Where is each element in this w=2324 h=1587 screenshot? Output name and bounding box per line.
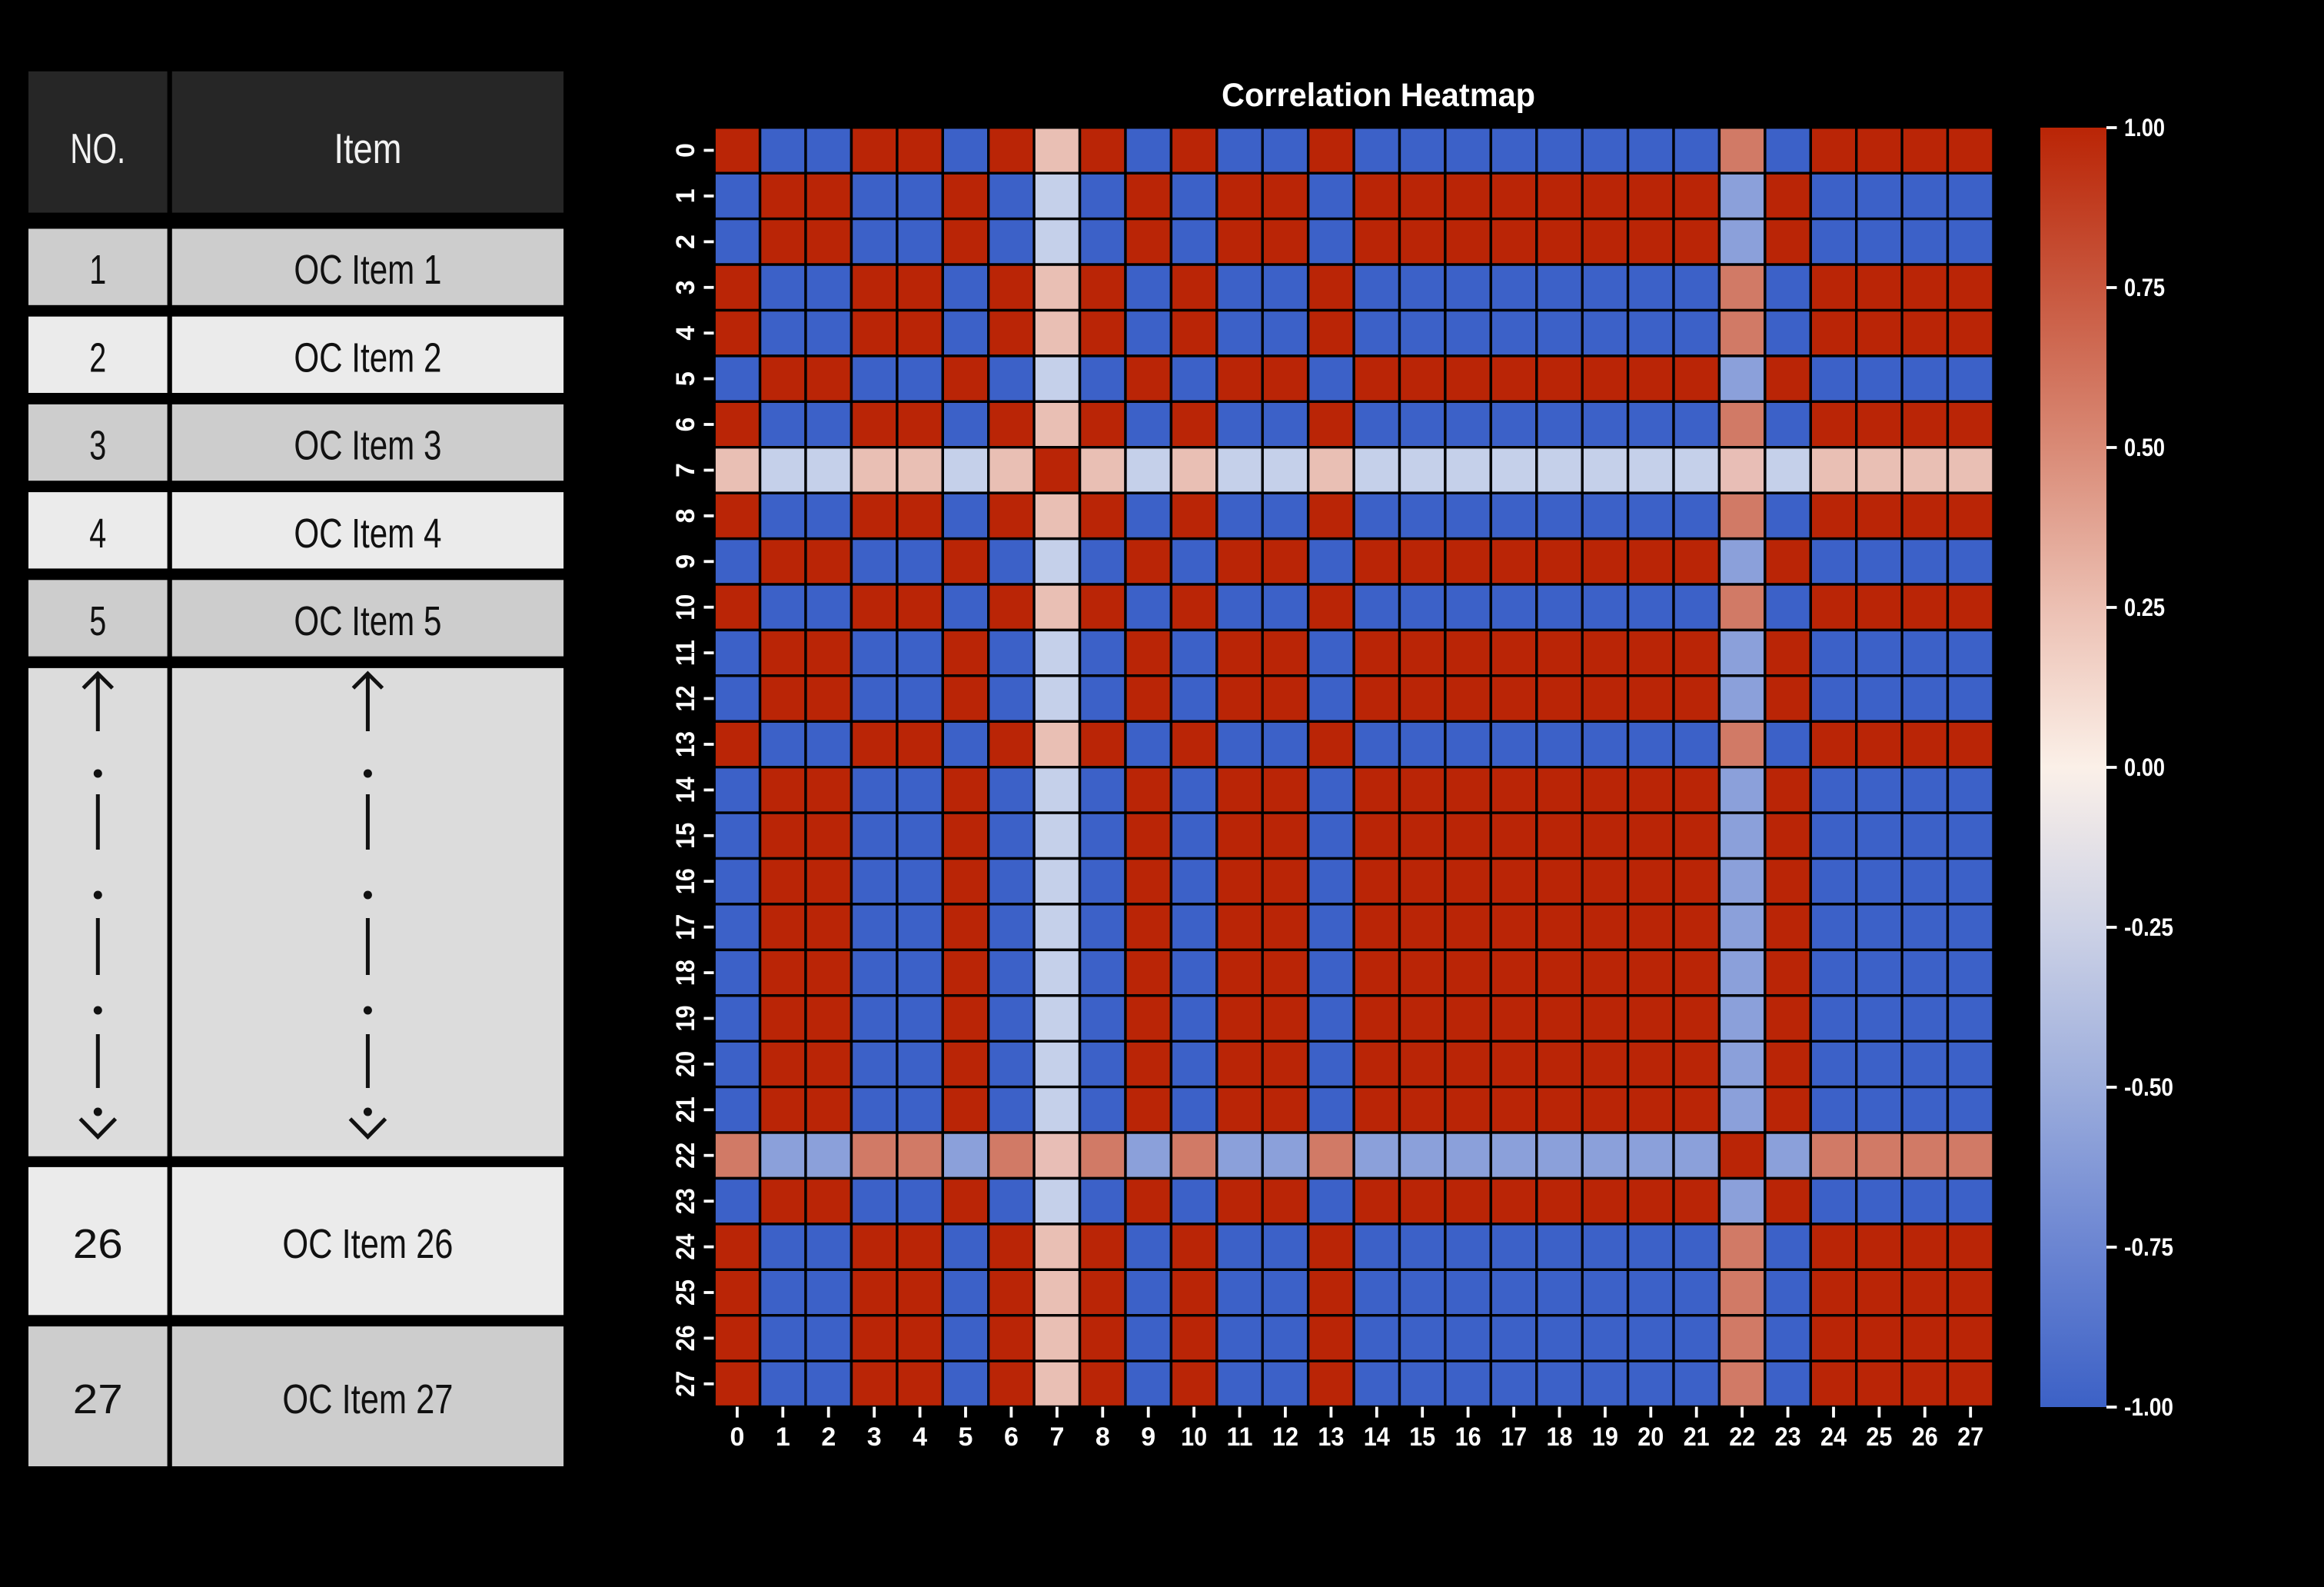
svg-text:19: 19 — [1592, 1422, 1618, 1452]
svg-text:OC Item 26: OC Item 26 — [282, 1221, 453, 1267]
svg-text:17: 17 — [671, 914, 700, 940]
svg-text:20: 20 — [1637, 1422, 1664, 1452]
svg-text:11: 11 — [671, 640, 700, 666]
svg-text:5: 5 — [671, 371, 700, 386]
svg-text:9: 9 — [1141, 1422, 1155, 1452]
svg-text:17: 17 — [1501, 1422, 1527, 1452]
svg-text:13: 13 — [1318, 1422, 1344, 1452]
svg-text:25: 25 — [1866, 1422, 1892, 1452]
svg-text:5: 5 — [89, 598, 106, 644]
svg-text:21: 21 — [1684, 1422, 1710, 1452]
svg-text:0.50: 0.50 — [2124, 434, 2165, 461]
svg-text:1: 1 — [671, 188, 700, 203]
svg-text:Correlation Heatmap: Correlation Heatmap — [1222, 77, 1535, 114]
svg-text:OC Item 2: OC Item 2 — [294, 334, 441, 381]
svg-text:OC Item 27: OC Item 27 — [282, 1376, 453, 1422]
svg-text:26: 26 — [671, 1325, 700, 1351]
svg-text:24: 24 — [1820, 1422, 1847, 1452]
svg-text:27: 27 — [73, 1376, 123, 1422]
svg-text:-0.50: -0.50 — [2124, 1073, 2173, 1101]
svg-text:9: 9 — [671, 554, 700, 569]
svg-text:10: 10 — [1181, 1422, 1207, 1452]
svg-text:8: 8 — [671, 508, 700, 523]
svg-text:OC Item 1: OC Item 1 — [294, 247, 441, 293]
svg-text:0.00: 0.00 — [2124, 754, 2165, 781]
svg-text:23: 23 — [671, 1188, 700, 1214]
svg-text:OC Item 4: OC Item 4 — [294, 511, 441, 557]
svg-text:OC Item 5: OC Item 5 — [294, 598, 441, 644]
svg-text:6: 6 — [671, 418, 700, 432]
svg-text:16: 16 — [1455, 1422, 1481, 1452]
svg-text:13: 13 — [671, 731, 700, 757]
svg-text:10: 10 — [671, 594, 700, 620]
svg-text:26: 26 — [73, 1221, 123, 1267]
svg-text:15: 15 — [671, 823, 700, 849]
svg-text:7: 7 — [671, 463, 700, 477]
svg-text:-0.75: -0.75 — [2124, 1233, 2173, 1261]
svg-text:18: 18 — [671, 960, 700, 986]
svg-text:6: 6 — [1004, 1422, 1019, 1452]
svg-text:20: 20 — [671, 1051, 700, 1077]
svg-text:4: 4 — [671, 326, 700, 341]
svg-text:24: 24 — [671, 1234, 700, 1260]
svg-text:25: 25 — [671, 1279, 700, 1306]
svg-text:19: 19 — [671, 1006, 700, 1032]
svg-text:0.25: 0.25 — [2124, 594, 2165, 621]
svg-text:1: 1 — [776, 1422, 790, 1452]
svg-text:14: 14 — [671, 777, 700, 803]
svg-text:22: 22 — [671, 1143, 700, 1169]
svg-text:2: 2 — [89, 334, 106, 381]
svg-text:0: 0 — [671, 143, 700, 158]
svg-text:15: 15 — [1409, 1422, 1435, 1452]
svg-text:27: 27 — [1957, 1422, 1983, 1452]
svg-text:18: 18 — [1547, 1422, 1573, 1452]
svg-text:4: 4 — [913, 1422, 927, 1452]
svg-text:27: 27 — [671, 1371, 700, 1397]
svg-text:14: 14 — [1364, 1422, 1390, 1452]
svg-text:4: 4 — [89, 511, 106, 557]
svg-text:22: 22 — [1729, 1422, 1755, 1452]
svg-text:Item: Item — [334, 125, 401, 172]
svg-text:OC Item 3: OC Item 3 — [294, 423, 441, 469]
svg-text:16: 16 — [671, 868, 700, 894]
svg-text:3: 3 — [671, 280, 700, 294]
svg-text:7: 7 — [1049, 1422, 1064, 1452]
svg-text:1.00: 1.00 — [2124, 114, 2165, 141]
svg-text:1: 1 — [89, 247, 106, 293]
svg-text:8: 8 — [1096, 1422, 1110, 1452]
svg-text:2: 2 — [821, 1422, 836, 1452]
svg-text:2: 2 — [671, 235, 700, 249]
svg-text:23: 23 — [1775, 1422, 1801, 1452]
svg-text:NO.: NO. — [70, 125, 125, 172]
svg-text:0: 0 — [730, 1422, 744, 1452]
svg-text:3: 3 — [89, 423, 106, 469]
svg-text:3: 3 — [867, 1422, 882, 1452]
svg-text:-0.25: -0.25 — [2124, 913, 2173, 941]
svg-text:12: 12 — [1272, 1422, 1298, 1452]
svg-text:0.75: 0.75 — [2124, 274, 2165, 301]
svg-text:11: 11 — [1227, 1422, 1253, 1452]
svg-text:-1.00: -1.00 — [2124, 1393, 2173, 1421]
svg-text:5: 5 — [959, 1422, 973, 1452]
svg-text:26: 26 — [1912, 1422, 1938, 1452]
svg-text:12: 12 — [671, 686, 700, 712]
svg-text:21: 21 — [671, 1096, 700, 1123]
